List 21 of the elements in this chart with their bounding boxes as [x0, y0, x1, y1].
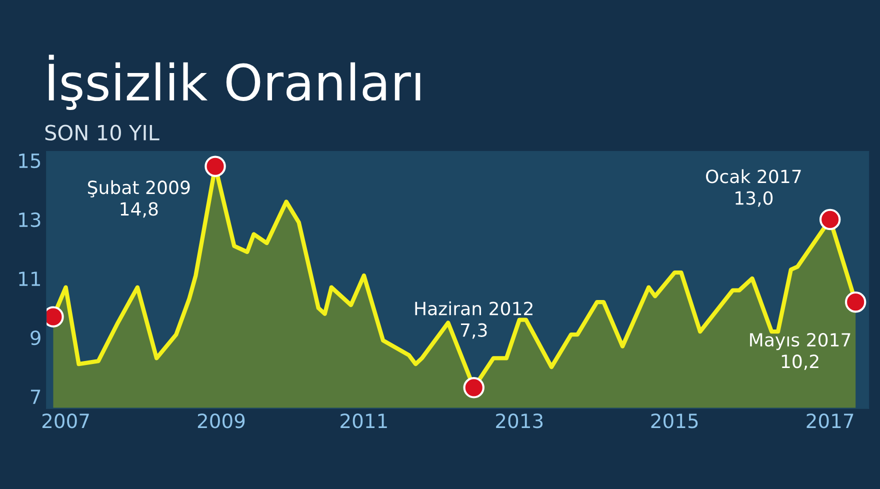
- y-tick-label: 11: [19, 272, 40, 286]
- chart-subtitle: SON 10 YIL: [45, 124, 160, 141]
- x-tick-label: 2017: [806, 414, 854, 428]
- point: [844, 291, 866, 313]
- annotation: Şubat 2009 14,8: [88, 180, 190, 218]
- x-tick-label: 2011: [340, 414, 387, 428]
- point: [204, 156, 226, 177]
- annotation: Ocak 2017 13,0: [706, 169, 801, 207]
- y-tick-label: 15: [19, 154, 40, 168]
- chart-title: İşsizlik Oranları: [48, 54, 420, 110]
- y-tick-label: 7: [31, 390, 40, 404]
- x-tick-label: 2009: [198, 414, 245, 428]
- y-tick-label: 9: [30, 330, 40, 346]
- y-tick-label: 13: [19, 212, 40, 228]
- annotation: Mayıs 2017 10,2: [750, 332, 850, 370]
- point: [463, 377, 484, 398]
- annotation: Haziran 2012 7,3: [415, 301, 532, 339]
- point: [819, 208, 841, 230]
- x-tick-label: 2013: [496, 414, 543, 428]
- x-tick-label: 2007: [42, 414, 89, 428]
- x-tick-label: 2015: [651, 414, 698, 428]
